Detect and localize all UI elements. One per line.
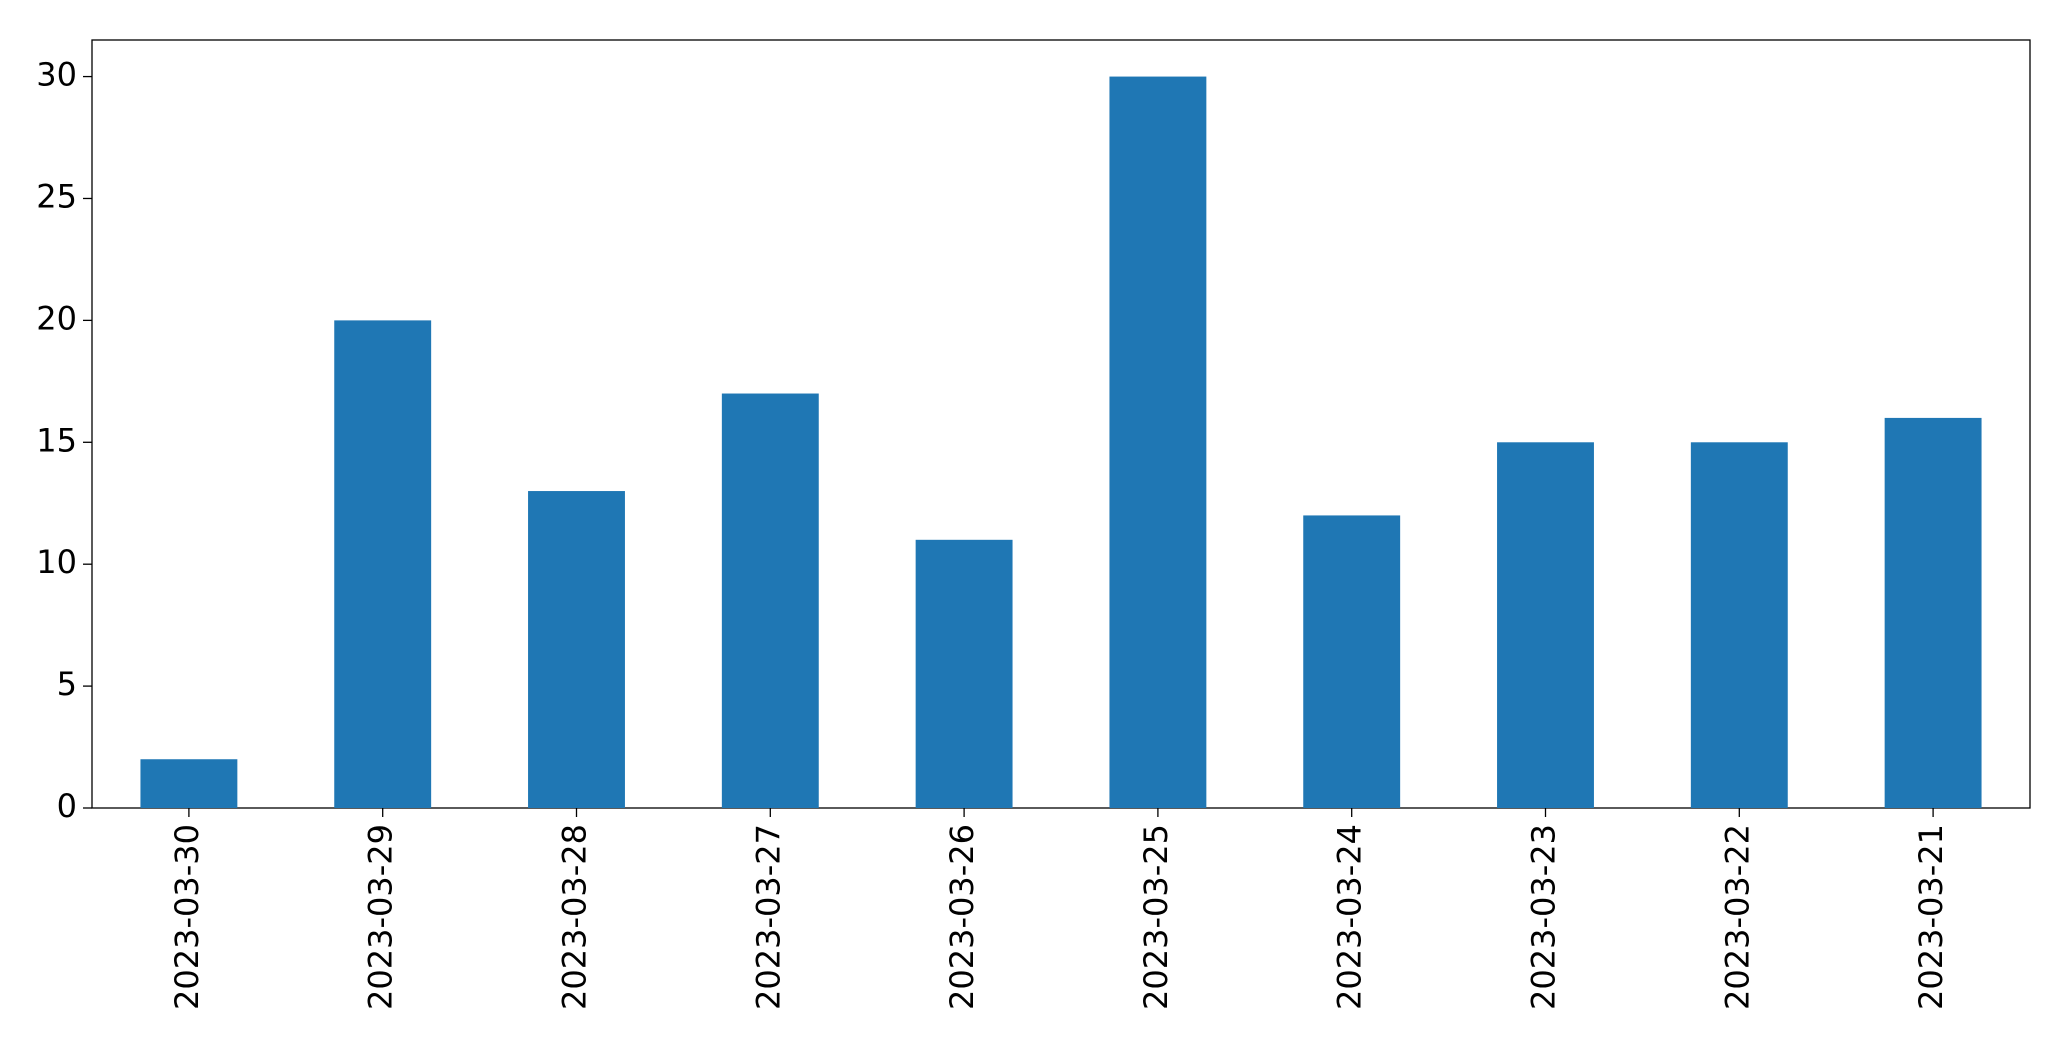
bar (721, 393, 819, 808)
y-tick-label: 25 (36, 177, 77, 215)
bar (1690, 442, 1788, 808)
y-tick-label: 20 (36, 299, 77, 337)
y-tick-label: 15 (36, 421, 77, 459)
bar (334, 320, 432, 808)
bar (1109, 76, 1207, 809)
bar (1497, 442, 1594, 808)
y-tick-label: 5 (57, 665, 77, 703)
bar (140, 759, 238, 808)
x-tick-label: 2023-03-30 (168, 824, 206, 1010)
bar (528, 491, 625, 808)
bar (915, 539, 1013, 808)
x-tick-label: 2023-03-29 (362, 824, 400, 1010)
x-tick-label: 2023-03-26 (943, 824, 981, 1010)
x-tick-label: 2023-03-24 (1331, 824, 1369, 1010)
x-tick-label: 2023-03-27 (749, 824, 787, 1010)
x-tick-label: 2023-03-21 (1912, 824, 1950, 1010)
y-tick-label: 30 (36, 56, 77, 94)
bar (1884, 417, 1982, 808)
bar (1303, 515, 1401, 808)
x-tick-label: 2023-03-22 (1718, 824, 1756, 1010)
axes-frame (91, 39, 2031, 809)
x-tick-label: 2023-03-28 (556, 824, 594, 1010)
y-tick-label: 0 (57, 787, 77, 825)
x-tick-label: 2023-03-25 (1137, 824, 1175, 1010)
x-tick-label: 2023-03-23 (1525, 824, 1563, 1010)
y-tick-label: 10 (36, 543, 77, 581)
